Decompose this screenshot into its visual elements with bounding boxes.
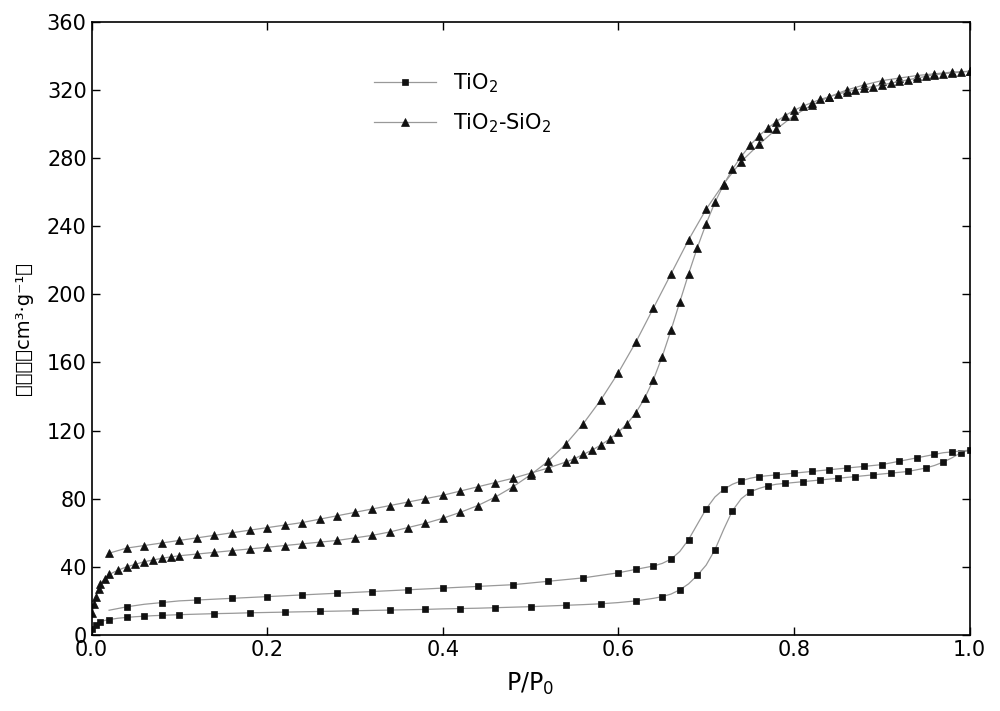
TiO$_2$-SiO$_2$ [191, 550, 203, 558]
TiO$_2$-SiO$_2$ [261, 543, 273, 552]
TiO$_2$ [99, 616, 111, 625]
TiO$_2$-SiO$_2$ [964, 67, 976, 75]
TiO$_2$-SiO$_2$ [138, 557, 150, 566]
TiO$_2$-SiO$_2$ [226, 546, 238, 555]
TiO$_2$-SiO$_2$ [577, 419, 589, 428]
Line: TiO$_2$: TiO$_2$ [89, 447, 973, 632]
Legend: TiO$_2$, TiO$_2$-SiO$_2$: TiO$_2$, TiO$_2$-SiO$_2$ [365, 63, 559, 144]
TiO$_2$ [770, 480, 782, 488]
TiO$_2$ [86, 625, 98, 634]
TiO$_2$ [612, 599, 624, 607]
TiO$_2$-SiO$_2$ [86, 609, 98, 617]
Line: TiO$_2$-SiO$_2$: TiO$_2$-SiO$_2$ [88, 67, 974, 617]
TiO$_2$ [366, 606, 378, 615]
X-axis label: P/P$_0$: P/P$_0$ [506, 671, 555, 697]
Y-axis label: 吸附量（cm³·g⁻¹）: 吸附量（cm³·g⁻¹） [14, 262, 33, 395]
TiO$_2$ [507, 603, 519, 611]
TiO$_2$ [165, 611, 177, 619]
TiO$_2$ [964, 446, 976, 454]
TiO$_2$-SiO$_2$ [279, 541, 291, 550]
